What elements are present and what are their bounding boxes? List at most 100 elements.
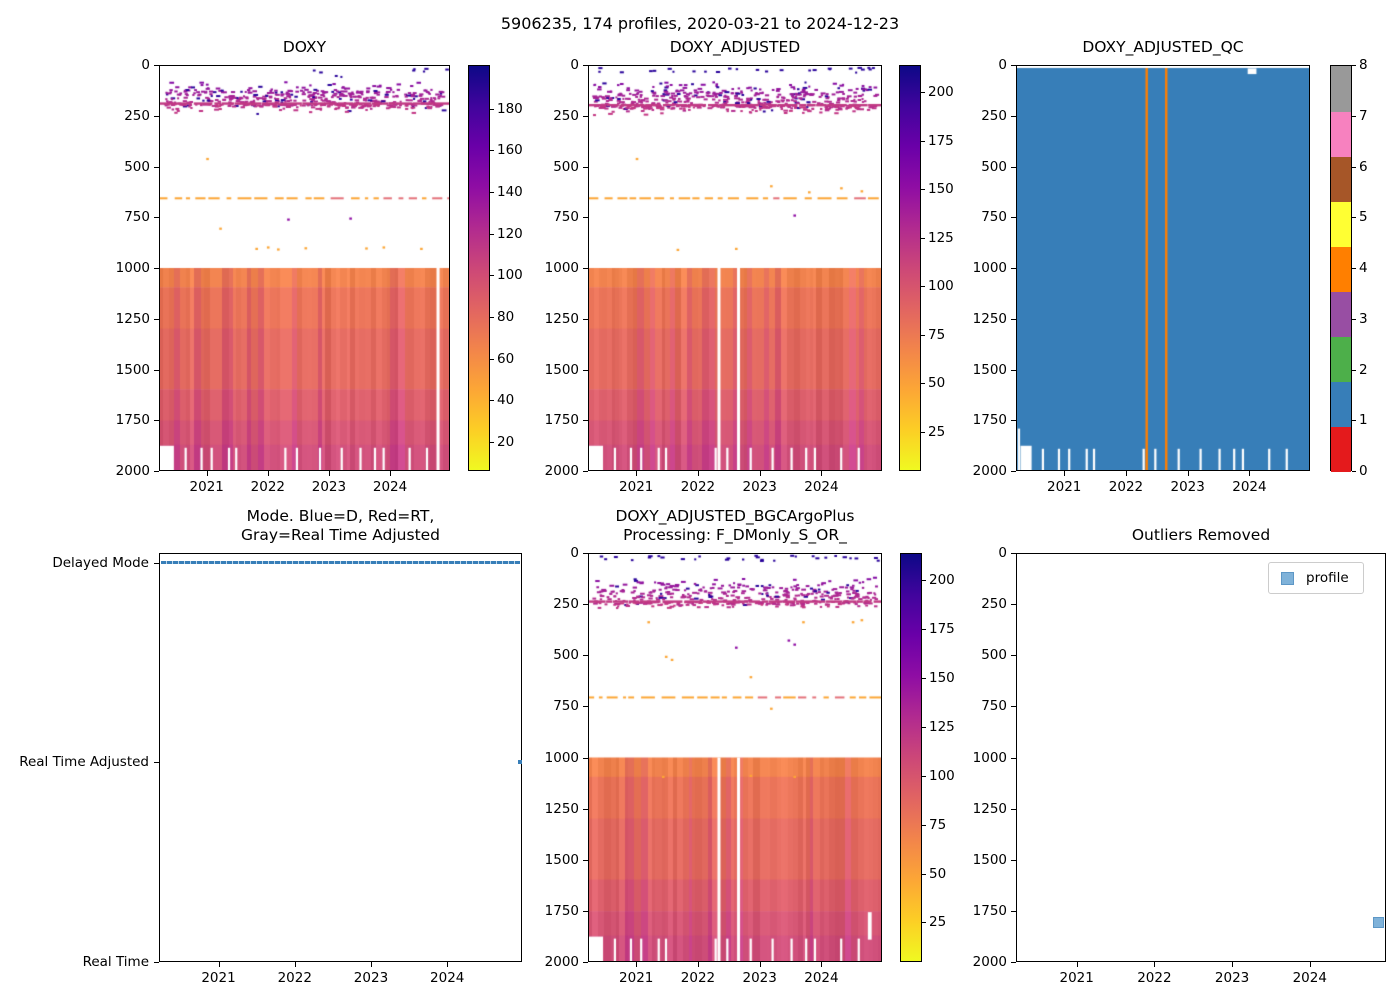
y-tick-label: 250 [553,107,579,124]
x-tickmark [697,962,699,967]
y-tickmark [154,762,159,764]
cbar-tickmark [490,275,494,277]
cbar-tick-label: 2 [1359,361,1368,378]
y-tick-label: 1500 [544,361,579,378]
y-tick-label: 1250 [115,310,150,327]
cbar-segment-qc4 [1331,246,1351,293]
panel-title-doxy_adjusted_bgc-line2: Processing: F_DMonly_S_OR_ [623,526,847,544]
cbar-tick-label: 100 [929,767,955,784]
mode-delayed-line [161,560,520,565]
panel-canvas-doxy [160,66,449,470]
x-tickmark [759,471,761,476]
x-tickmark [267,471,269,476]
y-tickmark [1011,808,1016,810]
y-tickmark [583,553,588,554]
x-tickmark [1154,962,1156,967]
cbar-tick-label: 4 [1359,260,1368,276]
y-tick-label: 250 [981,107,1007,124]
x-tick-label: 2024 [804,479,839,495]
x-tick-label: 2022 [680,970,716,986]
y-tick-label: 1250 [544,800,579,817]
x-tickmark [1249,471,1251,476]
cbar-tick-label: 3 [1359,310,1368,327]
cbar-tickmark [921,140,925,142]
y-tickmark [154,217,159,219]
x-tick-label: 2022 [1137,970,1172,986]
y-tickmark [1011,65,1016,66]
x-tick-label: 2021 [619,970,654,986]
y-tickmark [1011,706,1016,708]
cbar-tick-label: 40 [497,392,515,409]
cbar-tick-label: 100 [928,278,954,295]
cbar-tickmark [922,873,926,875]
cbar-tick-label: 125 [928,229,954,246]
cbar-tickmark [1352,65,1356,66]
x-tick-label: 2021 [1047,479,1082,495]
y-tickmark [154,65,159,66]
y-tickmark [583,166,588,168]
cbar-tick-label: 1 [1359,412,1368,429]
colorbar-doxy [468,65,490,471]
x-tickmark [328,471,330,476]
cbar-segment-qc8 [1331,66,1351,112]
y-tick-label: 1250 [972,800,1007,817]
mode-rta-mark [518,760,522,764]
cbar-tickmark [1352,420,1356,422]
cbar-tickmark [1352,471,1356,472]
x-tick-label: 2021 [189,479,224,495]
x-tick-label: 2022 [250,479,285,495]
panel-canvas-doxy_adjusted_bgc [589,554,881,961]
y-tickmark [154,318,159,320]
cbar-tick-label: 5 [1359,209,1368,226]
y-tickmark [154,420,159,422]
y-tick-label: 250 [124,107,150,124]
y-tick-label: 1500 [544,851,579,868]
cbar-segment-qc1 [1331,381,1351,428]
y-tick-label: 1000 [544,749,579,766]
x-tick-label: 2024 [1292,970,1327,986]
panel-canvas-doxy_adjusted_qc [1017,66,1309,470]
x-tick-label: 2021 [1059,970,1094,986]
y-tickmark [1011,420,1016,422]
y-tickmark [583,471,588,472]
y-tickmark [583,420,588,422]
cbar-tickmark [490,358,494,360]
x-tickmark [821,962,823,967]
y-tick-label: 1000 [972,749,1007,766]
y-tickmark [583,369,588,371]
cbar-tickmark [1352,217,1356,219]
cbar-tickmark [921,383,925,385]
y-tickmark [583,859,588,861]
x-tickmark [1309,962,1311,967]
y-tickmark [1011,166,1016,168]
cbar-tick-label: 8 [1359,57,1368,73]
y-tickmark [583,217,588,219]
x-tick-label: 2023 [742,479,777,495]
y-tick-label: 750 [124,209,150,226]
cbar-tickmark [1352,369,1356,371]
cbar-tick-label: 200 [928,83,954,100]
panel-title-doxy-line1: DOXY [282,38,327,56]
cbar-tickmark [490,316,494,318]
cbar-tick-label: 180 [497,100,523,117]
y-tickmark [154,268,159,269]
cbar-tickmark [490,192,494,194]
y-tick-label: 0 [570,545,579,561]
cbar-segment-qc5 [1331,201,1351,247]
x-tickmark [447,962,449,967]
legend: profile [1268,562,1364,594]
x-tickmark [294,962,296,967]
y-tick-label: 2000 [115,463,150,479]
cbar-tick-label: 175 [929,621,955,638]
y-tick-label: 0 [141,57,150,73]
panel-title-doxy_adjusted_bgc-line1: DOXY_ADJUSTED_BGCArgoPlus [615,507,855,525]
cbar-tick-label: 150 [928,180,954,197]
legend-profile-label: profile [1306,570,1349,586]
y-tickmark [583,318,588,320]
y-tickmark [1011,268,1016,269]
x-tick-label: 2023 [1214,970,1250,986]
cbar-tickmark [921,91,925,93]
y-tickmark [1011,318,1016,320]
y-tickmark [154,562,159,564]
